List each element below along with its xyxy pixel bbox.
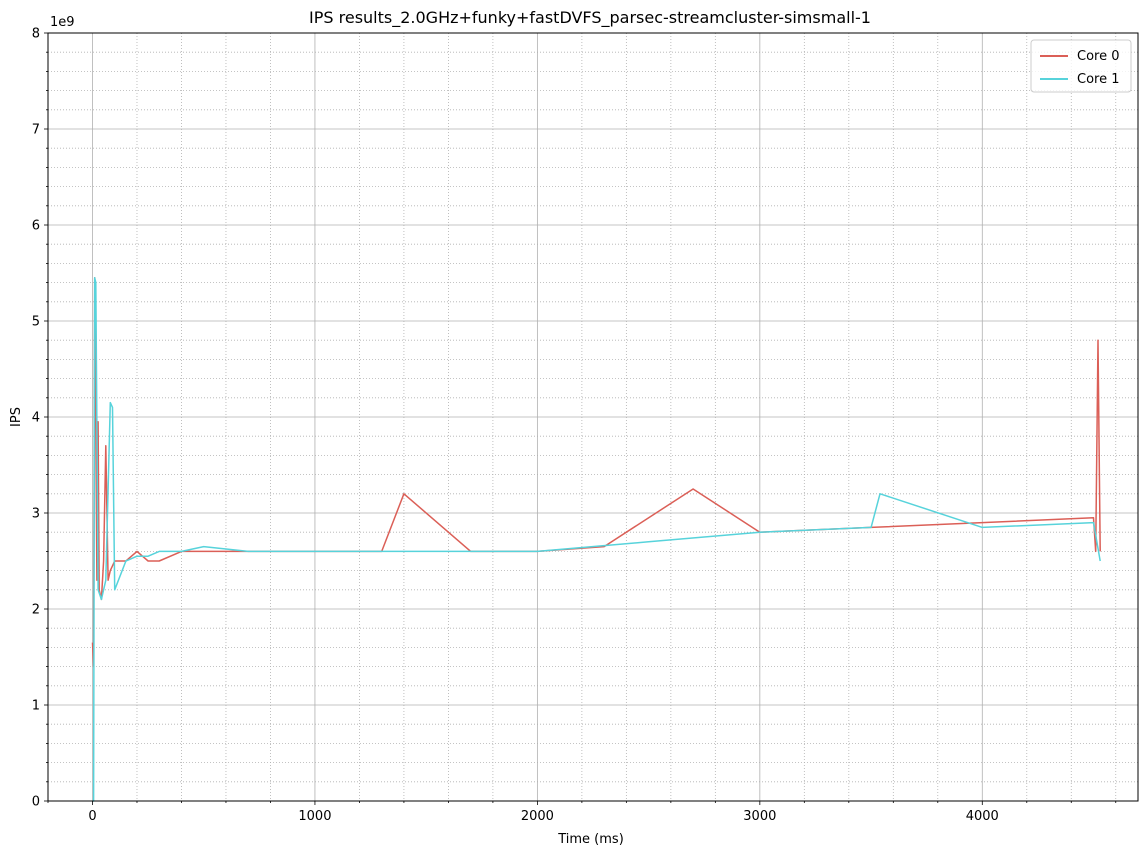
legend: Core 0 Core 1 — [1030, 39, 1132, 93]
y-tick-label: 3 — [32, 507, 40, 522]
x-tick-label: 4000 — [966, 809, 999, 824]
y-tick-label: 1 — [32, 699, 40, 714]
legend-label-core-1: Core 1 — [1077, 72, 1120, 87]
y-tick-label: 5 — [32, 315, 40, 330]
x-tick-label: 0 — [88, 809, 96, 824]
y-tick-label: 8 — [32, 27, 40, 42]
x-tick-label: 1000 — [298, 809, 331, 824]
y-tick-label: 7 — [32, 123, 40, 138]
x-tick-label: 3000 — [743, 809, 776, 824]
major-grid — [48, 32, 1138, 802]
y-tick-label: 2 — [32, 603, 40, 618]
y-tick-label: 6 — [32, 219, 40, 234]
y-axis: 0 1 2 3 4 5 6 7 8 — [32, 27, 48, 810]
y-offset-label: 1e9 — [50, 15, 75, 30]
x-axis-label: Time (ms) — [557, 832, 624, 847]
series-layer — [91, 277, 1101, 802]
y-tick-label: 0 — [32, 795, 40, 810]
y-axis-label: IPS — [9, 407, 24, 427]
x-axis: 0 1000 2000 3000 4000 — [47, 801, 1117, 824]
legend-label-core-0: Core 0 — [1077, 49, 1120, 64]
chart-title: IPS results_2.0GHz+funky+fastDVFS_parsec… — [309, 8, 871, 28]
x-tick-label: 2000 — [521, 809, 554, 824]
y-tick-label: 4 — [32, 411, 40, 426]
series-line-core-1 — [92, 277, 1101, 802]
